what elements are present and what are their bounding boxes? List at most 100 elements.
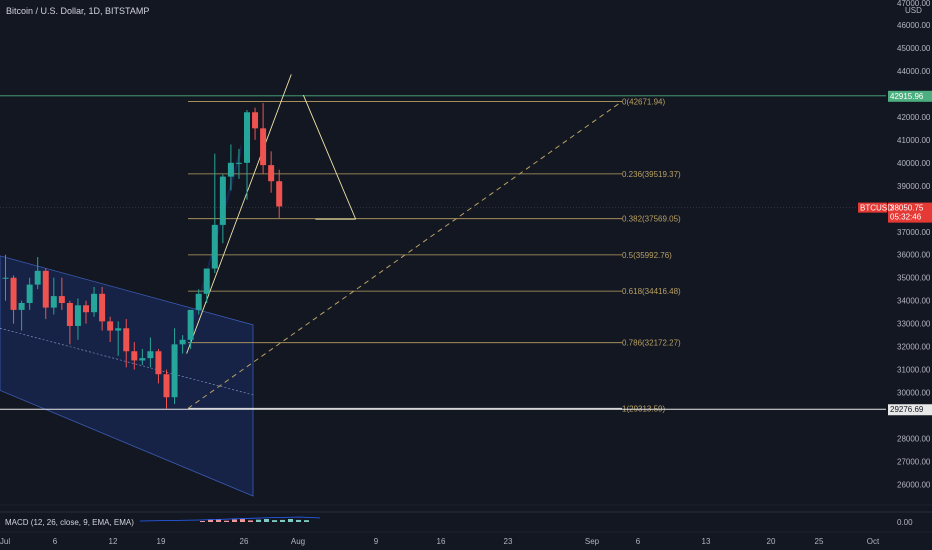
macd-histogram-bar — [232, 519, 237, 522]
macd-histogram-bar — [288, 519, 293, 522]
x-tick-label: Oct — [867, 537, 880, 546]
macd-histogram-bar — [248, 520, 253, 522]
candle-body[interactable] — [115, 328, 122, 331]
x-tick-label: 12 — [109, 537, 118, 546]
y-tick-label: 28000.00 — [897, 435, 931, 444]
y-tick-label: 34000.00 — [897, 297, 931, 306]
y-tick-label: 45000.00 — [897, 44, 931, 53]
candle-body[interactable] — [74, 305, 81, 326]
x-tick-label: 9 — [374, 537, 379, 546]
x-tick-label: 6 — [636, 537, 641, 546]
macd-indicator-label[interactable]: MACD (12, 26, close, 9, EMA, EMA) — [5, 518, 134, 527]
current-price-tag-text: 38050.75 — [890, 204, 924, 213]
y-tick-label: 44000.00 — [897, 67, 931, 76]
x-tick-label: 16 — [437, 537, 446, 546]
candle-body[interactable] — [171, 344, 178, 398]
y-tick-label: 37000.00 — [897, 228, 931, 237]
macd-line — [139, 516, 321, 522]
candle-body[interactable] — [83, 305, 89, 313]
fib-trend-line[interactable] — [187, 101, 623, 409]
candle-body[interactable] — [155, 351, 162, 375]
macd-histogram-bar — [256, 519, 261, 522]
candle-body[interactable] — [227, 162, 234, 177]
y-tick-label: 26000.00 — [897, 481, 931, 490]
fib-label-0: 0(42671.94) — [622, 97, 665, 106]
candle-body[interactable] — [50, 296, 57, 308]
macd-histogram-bar — [216, 519, 221, 522]
candle-body[interactable] — [203, 268, 210, 294]
candle-body[interactable] — [139, 358, 146, 361]
y-tick-label: 40000.00 — [897, 159, 931, 168]
candle-body[interactable] — [268, 165, 275, 182]
candle-body[interactable] — [187, 309, 194, 340]
candle-body[interactable] — [219, 176, 226, 225]
x-tick-label: Aug — [291, 537, 305, 546]
fib-label-0.618: 0.618(34416.48) — [622, 287, 681, 296]
fib-label-0.236: 0.236(39519.37) — [622, 170, 681, 179]
y-tick-label: 41000.00 — [897, 136, 931, 145]
macd-histogram-bar — [296, 519, 301, 522]
candle-body[interactable] — [211, 224, 218, 269]
y-tick-label: 33000.00 — [897, 320, 931, 329]
resistance-price-tag-bg[interactable] — [888, 90, 932, 102]
candle-body[interactable] — [235, 162, 242, 164]
candle-body[interactable] — [195, 293, 202, 310]
candle-body[interactable] — [2, 277, 9, 279]
y-tick-label: 30000.00 — [897, 389, 931, 398]
x-tick-label: Sep — [585, 537, 600, 546]
candle-body[interactable] — [276, 181, 283, 207]
descending-trendline[interactable] — [302, 94, 357, 220]
candle-body[interactable] — [34, 270, 41, 285]
candle-body[interactable] — [252, 112, 259, 129]
fib-label-0.5: 0.5(35992.76) — [622, 251, 672, 260]
macd-histogram-bar — [272, 520, 277, 522]
fib-label-0.786: 0.786(32172.27) — [622, 339, 681, 348]
candle-body[interactable] — [131, 351, 138, 361]
macd-histogram-bar — [240, 519, 245, 522]
macd-histogram-bar — [280, 519, 285, 522]
candle-body[interactable] — [26, 284, 33, 303]
y-tick-label: 35000.00 — [897, 274, 931, 283]
x-tick-label: 6 — [53, 537, 58, 546]
support-price-tag-bg[interactable] — [888, 404, 932, 416]
candle-body[interactable] — [10, 277, 17, 310]
symbol-tag-bg[interactable] — [858, 202, 887, 213]
candle-body[interactable] — [66, 302, 73, 326]
y-tick-label: 39000.00 — [897, 182, 931, 191]
macd-histogram-bar — [264, 519, 269, 522]
x-tick-label: Jul — [0, 537, 10, 546]
fib-label-0.382: 0.382(37569.05) — [622, 215, 681, 224]
candle-body[interactable] — [260, 128, 267, 166]
symbol-tag-text: BTCUSD — [860, 204, 893, 213]
macd-histogram-bar — [224, 520, 229, 522]
y-tick-label: 46000.00 — [897, 21, 931, 30]
macd-axis-value: 0.00 — [897, 518, 913, 527]
candle-body[interactable] — [123, 328, 130, 352]
candle-body[interactable] — [244, 112, 250, 163]
candle-body[interactable] — [179, 339, 186, 345]
x-tick-label: 13 — [702, 537, 711, 546]
candle-body[interactable] — [107, 321, 114, 331]
currency-label: USD — [905, 6, 922, 15]
candle-body[interactable] — [42, 270, 49, 308]
macd-histogram-bar — [304, 520, 309, 522]
ascending-trendline[interactable] — [186, 74, 292, 354]
y-tick-label: 27000.00 — [897, 458, 931, 467]
candle-body[interactable] — [91, 293, 98, 313]
candle-body[interactable] — [163, 374, 170, 398]
y-tick-label: 42000.00 — [897, 113, 931, 122]
resistance-price-tag-text: 42915.96 — [890, 92, 924, 101]
current-price-tag-bg[interactable] — [888, 202, 932, 223]
candle-body[interactable] — [58, 296, 65, 303]
parallel-channel[interactable] — [0, 255, 254, 497]
y-tick-label: 31000.00 — [897, 366, 931, 375]
x-tick-label: 23 — [504, 537, 513, 546]
candle-body[interactable] — [147, 351, 154, 359]
current-price-tag-text: 05:32:46 — [890, 213, 922, 222]
x-tick-label: 20 — [767, 537, 776, 546]
support-price-tag-text: 29276.69 — [890, 405, 924, 414]
x-tick-label: 25 — [815, 537, 824, 546]
candle-body[interactable] — [99, 293, 106, 322]
candle-body[interactable] — [18, 302, 25, 310]
